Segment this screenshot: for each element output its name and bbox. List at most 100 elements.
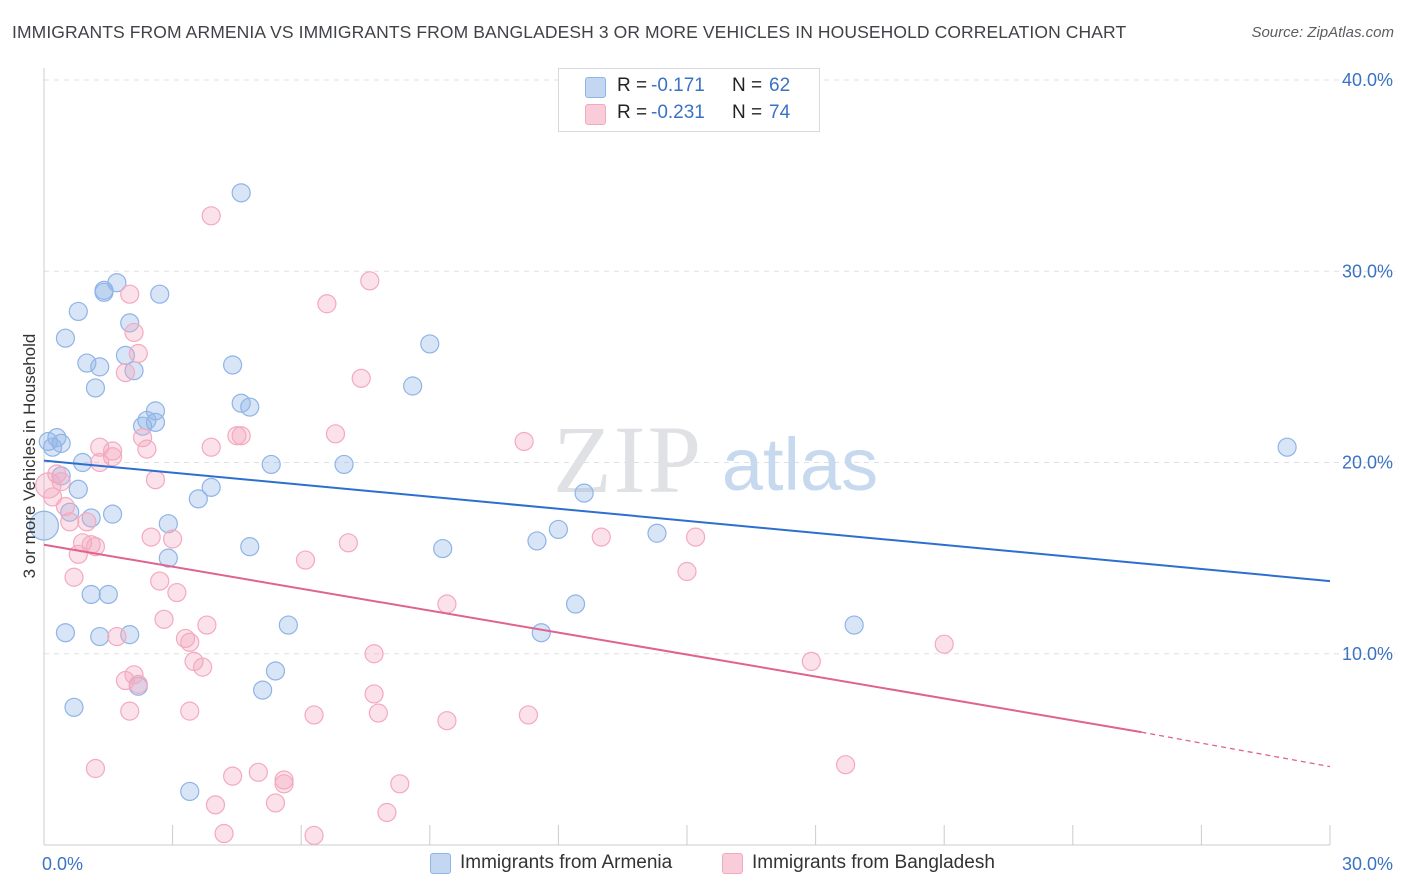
legend-n-value: 62 — [769, 75, 791, 96]
armenia-point — [81, 584, 101, 605]
bangladesh-point — [145, 470, 166, 490]
bangladesh-point — [120, 284, 140, 304]
bangladesh-point — [141, 527, 161, 547]
bangladesh-point — [201, 206, 221, 226]
bangladesh-point — [934, 634, 954, 654]
bangladesh-point — [265, 793, 286, 813]
armenia-point — [68, 301, 88, 322]
legend-n-value: 74 — [769, 102, 791, 123]
armenia-trend-line — [43, 459, 1331, 583]
bangladesh-point — [128, 343, 148, 364]
bangladesh-point — [223, 766, 243, 786]
bangladesh-point — [685, 527, 706, 547]
bangladesh-point — [85, 537, 106, 557]
armenia-point — [158, 514, 178, 534]
bangladesh-point — [836, 755, 856, 775]
armenia-point — [548, 519, 569, 540]
armenia-point — [844, 615, 864, 635]
bangladesh-point — [364, 644, 384, 664]
armenia-point — [574, 483, 594, 503]
armenia-point — [64, 697, 84, 717]
axes — [43, 68, 1331, 846]
bangladesh-point — [205, 795, 226, 815]
armenia-point — [55, 328, 76, 348]
armenia-point — [55, 623, 76, 643]
bangladesh-point — [364, 684, 384, 704]
bangladesh-point — [115, 363, 136, 383]
bangladesh-point — [390, 774, 410, 794]
armenia-point — [98, 584, 118, 605]
armenia-point — [201, 477, 221, 497]
armenia-point — [51, 433, 71, 453]
bangladesh-legend-label: Immigrants from Bangladesh — [752, 852, 995, 873]
bangladesh-point — [77, 512, 97, 532]
armenia-point — [90, 357, 110, 377]
bangladesh-point — [51, 472, 71, 492]
bangladesh-point — [42, 487, 63, 507]
bangladesh-point — [437, 711, 457, 731]
armenia-point — [647, 523, 667, 543]
bangladesh-point — [677, 561, 697, 582]
bangladesh-point — [231, 426, 251, 446]
bangladesh-point — [64, 567, 84, 587]
source-note: Source: ZipAtlas.com — [1251, 24, 1394, 41]
armenia-point — [102, 504, 123, 524]
armenia-point — [240, 397, 260, 417]
armenia-legend-label: Immigrants from Armenia — [460, 852, 673, 873]
bangladesh-point — [317, 294, 337, 314]
bangladesh-point — [304, 825, 324, 846]
bangladesh-point — [295, 550, 316, 570]
bangladesh-point — [120, 701, 140, 721]
bangladesh-point — [591, 527, 611, 547]
y-tick-label: 20.0% — [1342, 453, 1393, 473]
bangladesh-point — [201, 437, 221, 457]
bangladesh-point — [274, 770, 294, 790]
chart-title: IMMIGRANTS FROM ARMENIA VS IMMIGRANTS FR… — [12, 22, 1127, 42]
armenia-point — [120, 313, 140, 333]
legend-r-value: -0.171 — [651, 75, 705, 96]
armenia-point — [145, 412, 166, 432]
armenia-point — [180, 781, 200, 802]
armenia-point — [85, 378, 106, 398]
y-tick-label: 30.0% — [1342, 261, 1393, 281]
armenia-point — [265, 661, 286, 681]
armenia-point — [150, 284, 170, 304]
bangladesh-trend-extension — [1141, 731, 1331, 768]
armenia-point — [90, 626, 110, 647]
bangladesh-point — [102, 447, 123, 467]
bangladesh-point — [163, 529, 183, 549]
legend-r-value: -0.231 — [651, 102, 705, 123]
bangladesh-point — [193, 657, 213, 677]
armenia-point — [403, 376, 423, 396]
bangladesh-point — [248, 762, 268, 782]
watermark-atlas: atlas — [722, 423, 878, 506]
bangladesh-point — [107, 626, 127, 647]
armenia-point — [433, 538, 453, 559]
trend-lines — [43, 459, 1331, 768]
bangladesh-point — [437, 594, 457, 614]
bangladesh-point — [227, 426, 247, 446]
bangladesh-point — [360, 271, 380, 291]
armenia-point — [158, 548, 178, 568]
bangladesh-point — [102, 441, 123, 461]
bangladesh-point — [304, 705, 324, 725]
y-tick-label: 10.0% — [1342, 644, 1393, 664]
armenia-point — [565, 594, 586, 614]
bangladesh-point — [124, 322, 144, 343]
armenia-point — [29, 510, 59, 541]
bangladesh-point — [137, 439, 157, 459]
legend-r-label: R = — [617, 75, 648, 96]
bangladesh-point — [180, 701, 200, 721]
y-axis-label: 3 or more Vehicles in Household — [20, 333, 39, 579]
watermark-zip: ZIP — [553, 406, 703, 513]
bangladesh-point — [180, 632, 200, 652]
armenia-swatch — [585, 77, 606, 98]
x-tick-label: 30.0% — [1342, 854, 1393, 874]
bangladesh-point — [801, 651, 821, 672]
armenia-point — [77, 353, 97, 373]
bangladesh-point — [368, 703, 388, 723]
bangladesh-point — [377, 802, 397, 823]
armenia-point — [107, 273, 127, 293]
bangladesh-point — [154, 609, 174, 629]
